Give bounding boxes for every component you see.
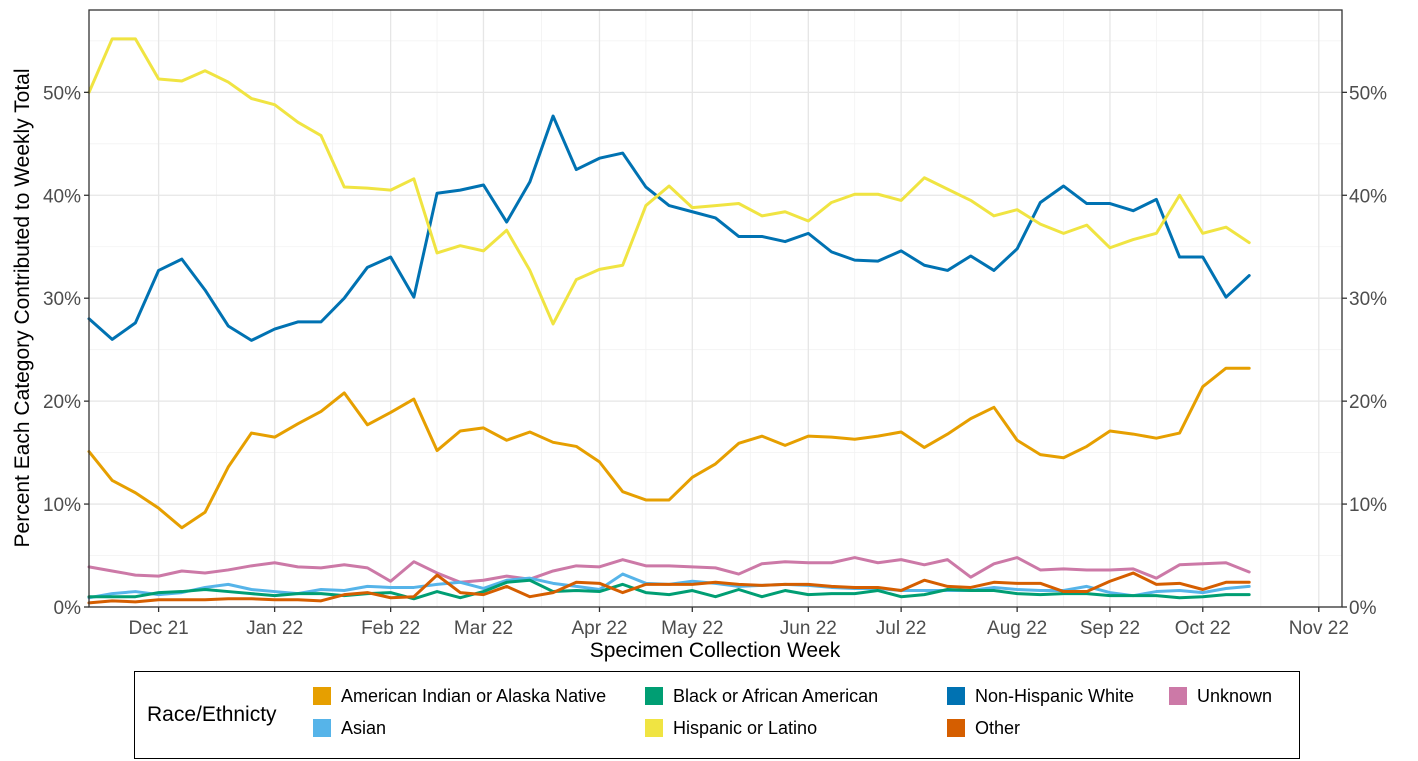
- x-tick-label: Mar 22: [454, 618, 513, 639]
- plot-panel-border: [88, 9, 1343, 608]
- y-tick-label-left: 50%: [43, 83, 81, 104]
- y-tick-label-right: 0%: [1349, 598, 1377, 619]
- legend-color-key: [947, 687, 965, 705]
- y-axis-left: 0% 10% 20% 30% 40% 50%: [43, 83, 89, 619]
- y-tick-label-left: 40%: [43, 186, 81, 207]
- legend-color-key: [947, 719, 965, 737]
- grid-layer: [89, 10, 1342, 608]
- y-tick-label-right: 10%: [1349, 495, 1387, 516]
- legend: Race/Ethnicty American Indian or Alaska …: [134, 671, 1300, 759]
- legend-item: Asian: [313, 716, 386, 740]
- x-tick-label: May 22: [661, 618, 723, 639]
- x-tick-label: Apr 22: [571, 618, 627, 639]
- series-line-hispanic-or-latino: [87, 37, 1251, 326]
- x-tick-label: Sep 22: [1080, 618, 1140, 639]
- legend-item: Unknown: [1169, 684, 1272, 708]
- y-tick-label-right: 30%: [1349, 289, 1387, 310]
- legend-color-key: [1169, 687, 1187, 705]
- series-line-black-or-african-american: [87, 578, 1251, 601]
- legend-label: Hispanic or Latino: [673, 717, 818, 738]
- legend-label: American Indian or Alaska Native: [341, 685, 607, 706]
- x-tick-label: Dec 21: [129, 618, 189, 639]
- x-tick-label: Oct 22: [1175, 618, 1231, 639]
- legend-label: Black or African American: [673, 685, 879, 706]
- legend-label: Non-Hispanic White: [975, 685, 1135, 706]
- x-tick-label: Nov 22: [1289, 618, 1349, 639]
- x-tick-label: Jan 22: [246, 618, 303, 639]
- legend-label: Unknown: [1197, 685, 1273, 706]
- y-tick-label-right: 50%: [1349, 83, 1387, 104]
- legend-color-key: [645, 719, 663, 737]
- y-axis-title: Percent Each Category Contributed to Wee…: [11, 69, 34, 548]
- y-tick-label-left: 30%: [43, 289, 81, 310]
- series-line-american-indian-or-alaska-native: [87, 366, 1251, 530]
- x-axis: Dec 21 Jan 22 Feb 22 Mar 22 Apr 22 May 22 Jun …: [129, 607, 1349, 639]
- legend-color-key: [645, 687, 663, 705]
- legend-item: Hispanic or Latino: [645, 716, 817, 740]
- series-layer: [87, 37, 1251, 605]
- legend-color-key: [313, 719, 331, 737]
- x-axis-title: Specimen Collection Week: [590, 639, 841, 662]
- legend-item: Other: [947, 716, 1020, 740]
- y-axis-right: 0% 10% 20% 30% 40% 50%: [1342, 83, 1387, 619]
- legend-label: Other: [975, 717, 1021, 738]
- legend-item: Black or African American: [645, 684, 878, 708]
- y-tick-label-right: 20%: [1349, 392, 1387, 413]
- legend-color-key: [313, 687, 331, 705]
- series-line-non-hispanic-white: [87, 114, 1251, 342]
- legend-title: Race/Ethnicty: [147, 703, 277, 726]
- legend-label: Asian: [341, 717, 387, 738]
- y-tick-label-left: 0%: [54, 598, 82, 619]
- y-tick-label-left: 20%: [43, 392, 81, 413]
- x-tick-label: Jul 22: [876, 618, 927, 639]
- legend-item: Non-Hispanic White: [947, 684, 1134, 708]
- series-line-other: [87, 571, 1251, 605]
- series-line-unknown: [87, 556, 1251, 584]
- y-tick-label-right: 40%: [1349, 186, 1387, 207]
- y-tick-label-left: 10%: [43, 495, 81, 516]
- x-tick-label: Feb 22: [361, 618, 420, 639]
- x-tick-label: Jun 22: [780, 618, 837, 639]
- x-tick-label: Aug 22: [987, 618, 1047, 639]
- legend-item: American Indian or Alaska Native: [313, 684, 606, 708]
